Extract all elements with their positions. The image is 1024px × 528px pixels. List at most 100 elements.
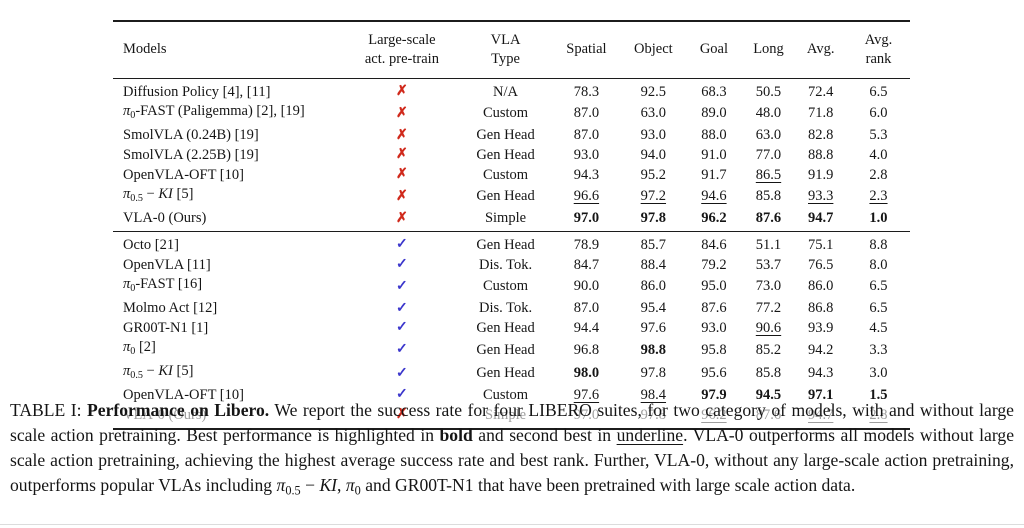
value-cell: 86.0 bbox=[640, 278, 667, 295]
value-cell: 4.5 bbox=[869, 319, 888, 336]
pretrain-cell: ✗ bbox=[344, 145, 460, 165]
model-cell: Octo [21] bbox=[113, 231, 345, 256]
value-cell: 97.8 bbox=[640, 210, 667, 227]
value-cell: 87.6 bbox=[755, 210, 782, 227]
value-cell: 94.2 bbox=[808, 341, 834, 358]
cross-icon: ✗ bbox=[396, 147, 408, 163]
value-cell: 71.8 bbox=[808, 105, 834, 122]
model-cell: OpenVLA-OFT [10] bbox=[123, 386, 244, 403]
value-cell: 8.0 bbox=[869, 256, 888, 273]
value-cell: 87.6 bbox=[755, 406, 782, 423]
model-cell: OpenVLA [11] bbox=[123, 256, 211, 273]
value-cell: 78.9 bbox=[551, 231, 622, 256]
value-cell: 94.4 bbox=[573, 319, 600, 336]
value-cell: 85.7 bbox=[621, 231, 686, 256]
value-cell: 97.8 bbox=[640, 406, 667, 423]
model-cell: VLA-0 (Ours) bbox=[123, 406, 207, 423]
value-cell: 98.4 bbox=[640, 386, 667, 403]
pretrain-cell: ✗ bbox=[344, 209, 460, 232]
value-cell: 88.0 bbox=[701, 127, 727, 144]
value-cell: 85.8 bbox=[755, 188, 782, 205]
cross-icon: ✗ bbox=[396, 188, 408, 204]
table-row: Octo [21] ✓ Gen Head 78.9 85.7 84.6 51.1 75.1 8.… bbox=[113, 231, 910, 256]
table-caption: TABLE I: Performance on Libero. We repor… bbox=[10, 400, 1014, 498]
pretrain-cell: ✗ bbox=[344, 185, 460, 209]
value-cell: 86.0 bbox=[808, 278, 834, 295]
page-divider bbox=[0, 524, 1024, 525]
table-row: OpenVLA [11] ✓ Dis. Tok. 84.7 88.4 79.2 53.7 76… bbox=[113, 255, 910, 275]
vla-type-cell: Custom bbox=[482, 105, 529, 122]
check-icon: ✓ bbox=[396, 342, 408, 358]
value-cell: 87.0 bbox=[573, 300, 600, 317]
value-cell: 96.6 bbox=[573, 188, 600, 205]
results-table: Models Large-scale act. pre-train VLA Type… bbox=[113, 20, 910, 430]
cross-icon: ✗ bbox=[396, 407, 408, 423]
check-icon: ✓ bbox=[396, 278, 408, 294]
vla-type-cell: Gen Head bbox=[476, 319, 535, 336]
cross-icon: ✗ bbox=[396, 127, 408, 143]
value-cell: 94.7 bbox=[808, 406, 834, 423]
value-cell: 92.5 bbox=[640, 83, 667, 100]
model-cell: OpenVLA-OFT [10] bbox=[123, 166, 244, 183]
table-row: π0.5 − KI [5] ✗ Gen Head 96.6 97.2 94.6 85.8 93… bbox=[113, 185, 910, 209]
value-cell: 68.3 bbox=[701, 83, 727, 100]
cross-icon: ✗ bbox=[396, 105, 408, 121]
value-cell: 84.6 bbox=[685, 231, 743, 256]
check-icon: ✓ bbox=[396, 257, 408, 273]
pretrain-cell: ✓ bbox=[344, 275, 460, 299]
model-cell: π0 [2] bbox=[123, 339, 156, 357]
value-cell: 97.0 bbox=[573, 406, 600, 423]
table-row: OpenVLA-OFT [10] ✗ Custom 94.3 95.2 91.7 86.5 9… bbox=[113, 165, 910, 185]
value-cell: 73.0 bbox=[755, 278, 782, 295]
vla-type-cell: Gen Head bbox=[476, 127, 535, 144]
value-cell: 63.0 bbox=[640, 105, 667, 122]
value-cell: 97.1 bbox=[808, 386, 834, 403]
vla-type-cell: Gen Head bbox=[476, 365, 535, 382]
cross-icon: ✗ bbox=[396, 210, 408, 226]
vla-type-cell: Gen Head bbox=[476, 146, 535, 163]
value-cell: 89.0 bbox=[701, 105, 727, 122]
section-no-pretrain: Diffusion Policy [4], [11] ✗ N/A 78.3 92.5 68… bbox=[113, 79, 910, 232]
column-header: Models bbox=[113, 21, 345, 80]
value-cell: 2.8 bbox=[869, 406, 888, 423]
value-cell: 53.7 bbox=[755, 256, 782, 273]
pretrain-cell: ✓ bbox=[344, 299, 460, 319]
column-header: Avg. bbox=[794, 21, 847, 80]
value-cell: 5.3 bbox=[869, 127, 888, 144]
vla-type-cell: Custom bbox=[482, 166, 529, 183]
section-with-pretrain: Octo [21] ✓ Gen Head 78.9 85.7 84.6 51.1 75.1 8.… bbox=[113, 231, 910, 429]
pretrain-cell: ✗ bbox=[344, 79, 460, 102]
pretrain-cell: ✗ bbox=[344, 405, 460, 429]
value-cell: 93.9 bbox=[808, 319, 834, 336]
value-cell: 97.6 bbox=[640, 319, 667, 336]
value-cell: 88.4 bbox=[640, 256, 667, 273]
value-cell: 96.2 bbox=[701, 210, 727, 227]
value-cell: 97.9 bbox=[701, 386, 727, 403]
table-row: Diffusion Policy [4], [11] ✗ N/A 78.3 92.5 68… bbox=[113, 79, 910, 102]
value-cell: 90.0 bbox=[573, 278, 600, 295]
value-cell: 87.0 bbox=[573, 105, 600, 122]
vla-type-cell: Simple bbox=[484, 210, 527, 227]
table-row: π0 [2] ✓ Gen Head 96.8 98.8 95.8 85.2 94.2 3.3 bbox=[113, 338, 910, 362]
value-cell: 97.6 bbox=[573, 386, 600, 403]
value-cell: 93.0 bbox=[640, 127, 667, 144]
value-cell: 51.1 bbox=[742, 231, 795, 256]
vla-type-cell: Gen Head bbox=[476, 188, 535, 205]
value-cell: 94.7 bbox=[808, 210, 834, 227]
table-row: π0-FAST (Paligemma) [2], [19] ✗ Custom 87.0… bbox=[113, 102, 910, 126]
table-row: Molmo Act [12] ✓ Dis. Tok. 87.0 95.4 87.6 77.2… bbox=[113, 299, 910, 319]
value-cell: 72.4 bbox=[808, 83, 834, 100]
value-cell: 50.5 bbox=[755, 83, 782, 100]
check-icon: ✓ bbox=[396, 300, 408, 316]
table-row: VLA-0 (Ours) ✗ Simple 97.0 97.8 96.2 87.6 94.7 1… bbox=[113, 209, 910, 232]
model-cell: SmolVLA (0.24B) [19] bbox=[123, 127, 259, 144]
value-cell: 63.0 bbox=[755, 127, 782, 144]
value-cell: 75.1 bbox=[794, 231, 847, 256]
value-cell: 97.8 bbox=[640, 365, 667, 382]
value-cell: 94.5 bbox=[755, 386, 782, 403]
column-header: Large-scale act. pre-train bbox=[344, 21, 460, 80]
value-cell: 91.7 bbox=[701, 166, 727, 183]
column-header: Avg. rank bbox=[846, 21, 910, 80]
value-cell: 94.6 bbox=[701, 188, 727, 205]
model-cell: π0.5 − KI [5] bbox=[123, 362, 194, 381]
